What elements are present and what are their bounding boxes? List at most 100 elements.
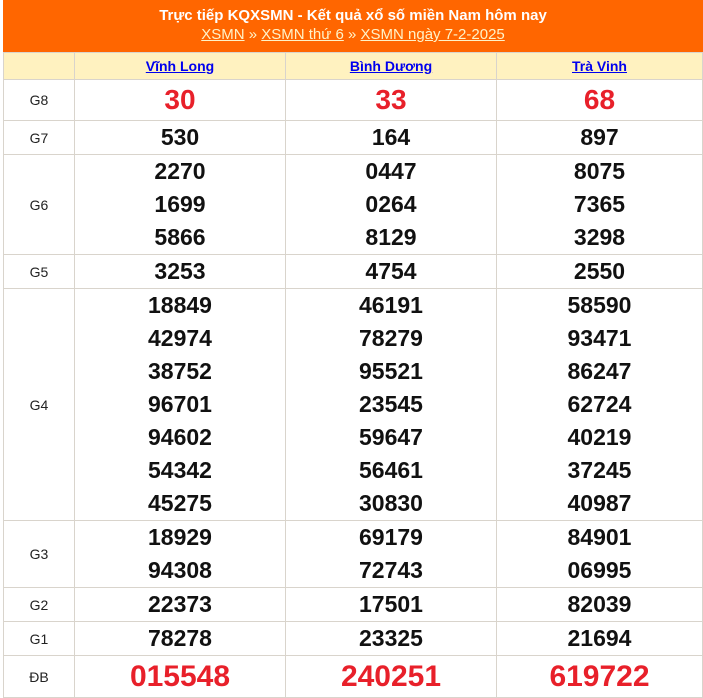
prize-cell: 22373 [74,587,286,622]
prize-number: 17501 [359,591,423,617]
prize-cell: 33 [285,79,497,121]
prize-number: 86247 [567,358,632,384]
prize-cell: 18849 42974 38752 96701 94602 54342 45275 [74,288,286,521]
prize-number: 94308 [148,557,212,583]
prize-number: 8075 [573,158,626,184]
prize-label: ĐB [3,655,75,698]
province-link-tra-vinh[interactable]: Trà Vinh [572,58,627,74]
prize-number: 46191 [359,292,423,318]
prize-number: 62724 [567,391,632,417]
prize-number: 2270 [154,158,206,184]
prize-cell: 2550 [496,254,703,289]
prize-row-g7: G7 530 164 897 [3,120,703,155]
prize-row-đb: ĐB 015548 240251 619722 [3,655,703,698]
province-header: Trà Vinh [496,52,703,80]
prize-number: 82039 [567,591,632,617]
prize-number: 164 [371,124,411,150]
prize-cell: 78278 [74,621,286,656]
prize-cell: 619722 [496,655,703,698]
prize-number: 38752 [148,358,212,384]
prize-cell: 2270 1699 5866 [74,154,286,255]
prize-cell: 8075 7365 3298 [496,154,703,255]
prize-cell: 21694 [496,621,703,656]
prize-number: 33 [375,84,407,115]
prize-number: 37245 [567,457,632,483]
prize-number: 56461 [359,457,423,483]
prize-number: 45275 [148,490,212,516]
prize-row-g2: G2 22373 17501 82039 [3,587,703,622]
province-header: Bình Dương [285,52,497,80]
breadcrumb: XSMN » XSMN thứ 6 » XSMN ngày 7-2-2025 [3,25,703,44]
prize-row-g4: G4 18849 42974 38752 96701 94602 54342 45275 461… [3,288,703,521]
prize-cell: 4754 [285,254,497,289]
prize-number: 18849 [148,292,212,318]
prize-number: 015548 [129,660,231,693]
prize-number: 21694 [567,625,632,651]
prize-number: 78279 [359,325,423,351]
prize-number: 30830 [359,490,423,516]
prize-number: 3298 [573,224,626,250]
prize-cell: 18929 94308 [74,520,286,588]
breadcrumb-xsmn-friday[interactable]: XSMN thứ 6 [261,26,344,43]
prize-cell: 84901 06995 [496,520,703,588]
results-header: Trực tiếp KQXSMN - Kết quả xổ số miền Na… [3,0,703,52]
prize-number: 69179 [359,524,423,550]
prize-number: 897 [580,124,619,150]
prize-cell: 30 [74,79,286,121]
prize-number: 96701 [148,391,212,417]
prize-number: 240251 [340,660,442,693]
prize-number: 30 [164,84,196,115]
results-table: Vĩnh Long Bình Dương Trà Vinh G8 30 33 68 G7… [3,52,703,698]
prize-row-g6: G6 2270 1699 5866 0447 0264 8129 8075 7365 3298 [3,154,703,255]
prize-number: 94602 [148,424,212,450]
prize-cell: 69179 72743 [285,520,497,588]
prize-number: 0447 [365,158,417,184]
prize-row-g8: G8 30 33 68 [3,79,703,121]
prize-cell: 58590 93471 86247 62724 40219 37245 40987 [496,288,703,521]
province-link-binh-duong[interactable]: Bình Dương [349,58,433,74]
prize-number: 22373 [148,591,212,617]
breadcrumb-xsmn[interactable]: XSMN [201,26,245,43]
prize-cell: 0447 0264 8129 [285,154,497,255]
prize-label: G4 [3,288,75,521]
prize-number: 95521 [359,358,423,384]
prize-number: 5866 [154,224,206,250]
prize-cell: 015548 [74,655,286,698]
prize-number: 2550 [573,258,626,284]
prize-cell: 897 [496,120,703,155]
prize-cell: 17501 [285,587,497,622]
results-panel: Trực tiếp KQXSMN - Kết quả xổ số miền Na… [3,0,703,698]
prize-number: 8129 [365,224,417,250]
prize-number: 54342 [148,457,212,483]
prize-number: 40219 [567,424,632,450]
prize-label: G8 [3,79,75,121]
province-header-row: Vĩnh Long Bình Dương Trà Vinh [3,52,703,80]
prize-cell: 3253 [74,254,286,289]
prize-column-header [3,52,75,80]
prize-number: 23545 [359,391,423,417]
prize-cell: 530 [74,120,286,155]
prize-number: 93471 [567,325,632,351]
prize-cell: 68 [496,79,703,121]
breadcrumb-xsmn-date[interactable]: XSMN ngày 7-2-2025 [360,26,505,43]
prize-cell: 46191 78279 95521 23545 59647 56461 30830 [285,288,497,521]
province-header: Vĩnh Long [74,52,286,80]
prize-cell: 164 [285,120,497,155]
prize-number: 72743 [359,557,423,583]
prize-cell: 240251 [285,655,497,698]
prize-number: 3253 [154,258,206,284]
prize-number: 06995 [567,557,632,583]
prize-label: G1 [3,621,75,656]
prize-cell: 23325 [285,621,497,656]
prize-row-g5: G5 3253 4754 2550 [3,254,703,289]
prize-number: 59647 [359,424,423,450]
prize-number: 58590 [567,292,632,318]
prize-number: 530 [160,124,200,150]
breadcrumb-separator: » [248,26,258,43]
prize-row-g3: G3 18929 94308 69179 72743 84901 06995 [3,520,703,588]
province-link-vinh-long[interactable]: Vĩnh Long [145,58,215,74]
prize-label: G7 [3,120,75,155]
prize-number: 7365 [573,191,626,217]
prize-number: 1699 [154,191,206,217]
prize-number: 23325 [359,625,423,651]
